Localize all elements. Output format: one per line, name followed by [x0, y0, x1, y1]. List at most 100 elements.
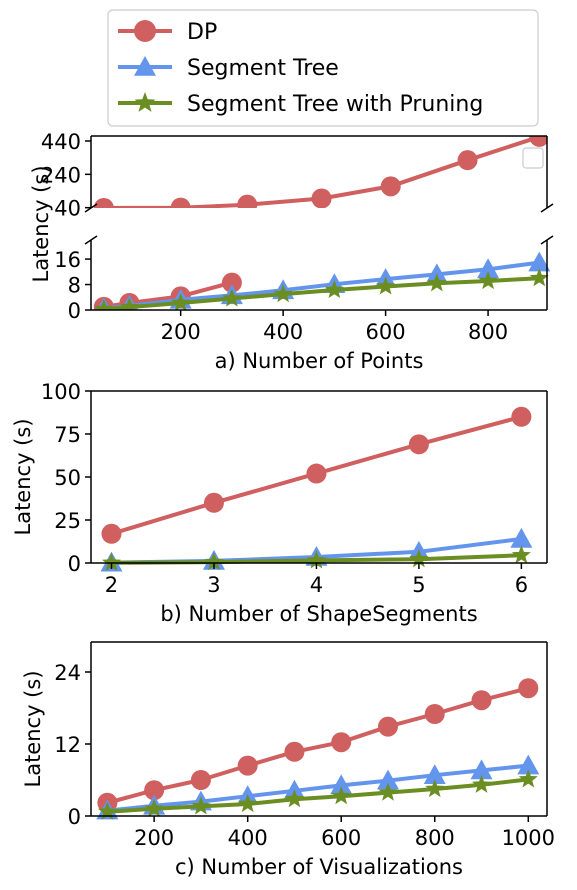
chart-b-plot — [100, 406, 533, 572]
chart-c-segment-tree-with-pruning-point — [284, 789, 304, 808]
chart-a-lower-dp-line — [103, 280, 233, 309]
chart-a-lower-segment-tree-with-pruning-point — [324, 280, 344, 298]
y-tick-label: 0 — [68, 805, 81, 829]
chart-a-lower-segment-tree-with-pruning-point — [94, 299, 114, 310]
x-tick-label: 200 — [134, 826, 174, 850]
chart-a-lower-segment-tree-with-pruning-point — [171, 293, 191, 310]
chart-c-segment-tree-with-pruning-point — [97, 801, 117, 820]
chart-c-segment-tree-point — [423, 764, 446, 784]
chart-a-lower-segment-tree-with-pruning-point — [478, 271, 498, 290]
chart-c-segment-tree-with-pruning-line — [107, 777, 529, 814]
chart-c-dp-point — [284, 741, 305, 762]
x-tick-label: 3 — [207, 573, 220, 597]
chart-a-upper-dp-point — [170, 197, 191, 208]
chart-c-dp-point — [518, 678, 539, 699]
chart-a-upper-dp-point — [380, 176, 401, 197]
y-tick-label: 0 — [68, 299, 81, 323]
x-tick-label: 1000 — [502, 826, 555, 850]
chart-a-upper-dp-point — [529, 136, 547, 147]
y-axis-label: Latency (s) — [21, 670, 45, 787]
x-axis-label: b) Number of ShapeSegments — [160, 602, 477, 626]
chart-c-segment-tree-with-pruning-point — [425, 779, 445, 798]
chart-b-segment-tree-with-pruning-point — [511, 545, 531, 564]
y-tick-label: 16 — [54, 248, 81, 272]
chart-c-segment-tree-with-pruning-point — [144, 798, 164, 817]
chart-a-lower-segment-tree-with-pruning-point — [119, 297, 139, 310]
chart-a-lower-segment-tree-line — [103, 260, 540, 310]
chart-b-segment-tree-with-pruning-point — [306, 550, 326, 569]
chart-c-segment-tree-with-pruning-point — [191, 796, 211, 815]
y-tick-label: 100 — [41, 380, 81, 404]
empty-legend-box — [522, 147, 544, 169]
chart-c-dp-point — [331, 732, 352, 753]
y-tick-label: 25 — [54, 509, 81, 533]
x-tick-label: 6 — [515, 573, 528, 597]
chart-c-segment-tree-point — [376, 769, 399, 790]
chart-c-segment-tree-with-pruning-point — [472, 774, 491, 793]
chart-b-dp-point — [408, 434, 429, 455]
chart-c-plot — [96, 678, 540, 820]
chart-a-upper-dp-point — [237, 194, 258, 208]
chart-c-dp-point — [144, 780, 165, 801]
y-tick-label: 40 — [54, 197, 81, 221]
axis-break-mark — [84, 235, 98, 245]
chart-a-lower-plot — [93, 251, 551, 310]
y-tick-label: 50 — [54, 466, 81, 490]
x-tick-label: 200 — [161, 320, 201, 344]
chart-a-lower-segment-tree-with-pruning-point — [376, 276, 396, 295]
y-axis-label: Latency (s) — [11, 418, 35, 535]
chart-a-lower-segment-tree-point — [425, 263, 448, 284]
y-tick-label: 75 — [54, 423, 81, 447]
chart-a-lower-segment-tree-with-pruning-line — [103, 276, 540, 310]
chart-b-dp-point — [101, 523, 122, 544]
chart-b-segment-tree-with-pruning-point — [102, 552, 121, 571]
y-axis-label: Latency (s) — [29, 165, 53, 282]
chart-b-dp-point — [203, 492, 224, 513]
chart-c-segment-tree-point — [517, 754, 540, 775]
chart-a-lower-segment-tree-with-pruning-point — [529, 268, 549, 287]
x-tick-label: 4 — [310, 573, 323, 597]
chart-a-upper-dp-point — [457, 150, 478, 171]
chart-a-lower-segment-tree-with-pruning-point — [427, 273, 447, 292]
y-tick-label: 8 — [68, 274, 81, 298]
y-tick-label: 440 — [41, 130, 81, 154]
x-tick-label: 600 — [366, 320, 406, 344]
chart-c-dp-point — [377, 716, 398, 737]
legend-marker — [134, 92, 156, 112]
legend-label: Segment Tree with Pruning — [187, 92, 483, 117]
chart-c-dp-point — [190, 770, 211, 790]
x-tick-label: 800 — [468, 320, 508, 344]
chart-a-upper-dp-point — [93, 198, 114, 208]
x-axis-label: a) Number of Points — [215, 349, 424, 373]
axis-break-mark — [540, 203, 554, 213]
chart-a-lower-dp-point — [221, 272, 242, 293]
chart-a-upper-panel: 40 240 440 — [41, 130, 548, 221]
legend-frame — [107, 9, 539, 127]
chart-c: 0 12 24 200 400 600 800 1000 Latency (s) c) Numbe… — [21, 641, 555, 879]
y-tick-label: 24 — [54, 661, 81, 685]
legend-label: DP — [187, 20, 217, 45]
chart-c-segment-tree-point — [470, 759, 493, 780]
legend-marker — [134, 56, 156, 76]
y-tick-label: 12 — [54, 733, 81, 757]
legend-label: Segment Tree — [187, 56, 339, 81]
chart-c-segment-tree-point — [330, 774, 353, 795]
x-tick-label: 600 — [321, 826, 361, 850]
chart-c-segment-tree-with-pruning-point — [518, 769, 538, 788]
x-tick-label: 400 — [228, 826, 268, 850]
axis-break-mark — [540, 235, 554, 245]
chart-c-dp-line — [106, 686, 529, 805]
chart-c-segment-tree-with-pruning-point — [378, 782, 398, 801]
chart-a-lower-segment-tree-with-pruning-point — [222, 288, 242, 307]
chart-b: 0 25 50 75 100 2 3 4 5 6 Latency (s) b) Number of S… — [11, 380, 548, 626]
chart-c-dp-point — [471, 690, 492, 711]
x-tick-label: 2 — [105, 573, 118, 597]
chart-c-segment-tree-with-pruning-point — [331, 786, 351, 805]
chart-a-lower-segment-tree-with-pruning-point — [273, 284, 293, 303]
chart-c-segment-tree-with-pruning-point — [238, 794, 258, 813]
chart-c-dp-point — [424, 704, 445, 724]
x-tick-label: 5 — [412, 573, 425, 597]
legend-marker — [134, 20, 156, 42]
